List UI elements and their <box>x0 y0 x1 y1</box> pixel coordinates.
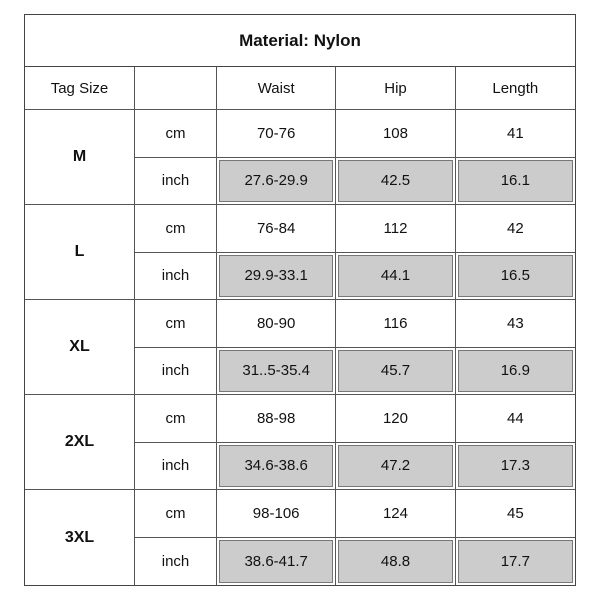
size-chart: Material: Nylon Tag Size Waist Hip Lengt… <box>24 14 576 586</box>
shaded-value: 16.9 <box>457 349 573 392</box>
cell-hip-inch: 47.2 <box>336 442 456 490</box>
header-waist: Waist <box>217 67 337 110</box>
unit-label: inch <box>135 347 217 395</box>
shaded-value: 42.5 <box>338 159 453 202</box>
cell-waist-cm: 98-106 <box>217 490 337 538</box>
unit-label: cm <box>135 490 217 538</box>
unit-label: cm <box>135 110 217 158</box>
cell-hip-cm: 116 <box>336 300 456 348</box>
cell-length-inch: 16.9 <box>455 348 575 395</box>
cell-waist-cm: 70-76 <box>217 110 337 158</box>
cell-waist-inch: 38.6-41.7 <box>217 537 337 585</box>
size-label: XL <box>25 300 135 395</box>
unit-label: cm <box>135 395 217 443</box>
shaded-value: 16.1 <box>457 159 573 202</box>
cell-length-cm: 42 <box>455 205 575 253</box>
unit-label: cm <box>135 300 217 348</box>
shaded-value: 44.1 <box>338 254 453 297</box>
cell-hip-cm: 112 <box>336 205 456 253</box>
cell-length-inch: 16.1 <box>455 158 575 205</box>
header-tag-size: Tag Size <box>25 67 135 110</box>
header-unit <box>135 67 217 110</box>
cell-waist-inch: 31..5-35.4 <box>217 347 337 395</box>
cell-hip-inch: 44.1 <box>336 252 456 300</box>
cell-hip-cm: 120 <box>336 395 456 443</box>
shaded-value: 16.5 <box>457 254 573 297</box>
cell-length-cm: 45 <box>455 490 575 538</box>
shaded-value: 38.6-41.7 <box>219 539 334 583</box>
cell-hip-cm: 124 <box>336 490 456 538</box>
cell-waist-inch: 34.6-38.6 <box>217 442 337 490</box>
unit-label: cm <box>135 205 217 253</box>
cell-length-cm: 43 <box>455 300 575 348</box>
cell-length-cm: 44 <box>455 395 575 443</box>
unit-label: inch <box>135 537 217 585</box>
cell-waist-cm: 88-98 <box>217 395 337 443</box>
cell-waist-inch: 29.9-33.1 <box>217 252 337 300</box>
size-label: L <box>25 205 135 300</box>
shaded-value: 34.6-38.6 <box>219 444 334 487</box>
cell-length-inch: 17.7 <box>456 538 575 586</box>
shaded-value: 17.3 <box>457 444 573 487</box>
shaded-value: 29.9-33.1 <box>219 254 334 297</box>
shaded-value: 48.8 <box>338 539 453 583</box>
cell-hip-inch: 48.8 <box>336 537 456 585</box>
chart-title: Material: Nylon <box>25 15 575 67</box>
unit-label: inch <box>135 157 217 205</box>
shaded-value: 47.2 <box>338 444 453 487</box>
cell-length-cm: 41 <box>455 110 575 158</box>
cell-waist-cm: 80-90 <box>217 300 337 348</box>
unit-label: inch <box>135 442 217 490</box>
cell-waist-inch: 27.6-29.9 <box>217 157 337 205</box>
shaded-value: 31..5-35.4 <box>219 349 334 392</box>
size-label: M <box>25 110 135 205</box>
cell-length-inch: 17.3 <box>455 443 575 490</box>
shaded-value: 45.7 <box>338 349 453 392</box>
header-length: Length <box>455 67 575 110</box>
size-label: 2XL <box>25 395 135 490</box>
cell-waist-cm: 76-84 <box>217 205 337 253</box>
cell-hip-cm: 108 <box>336 110 456 158</box>
cell-hip-inch: 42.5 <box>336 157 456 205</box>
cell-hip-inch: 45.7 <box>336 347 456 395</box>
cell-length-inch: 16.5 <box>455 253 575 300</box>
size-label: 3XL <box>25 490 135 585</box>
unit-label: inch <box>135 252 217 300</box>
shaded-value: 17.7 <box>457 539 573 583</box>
header-hip: Hip <box>336 67 456 110</box>
shaded-value: 27.6-29.9 <box>219 159 334 202</box>
